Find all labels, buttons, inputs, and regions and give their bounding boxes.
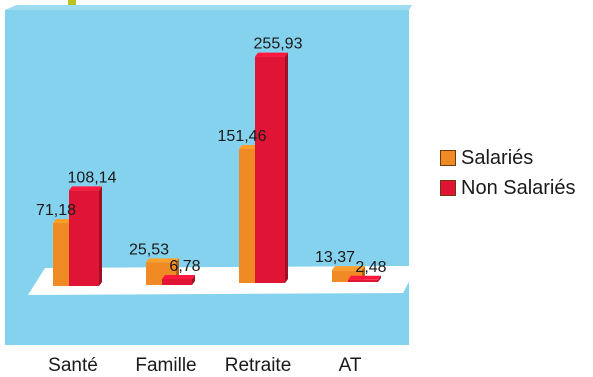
legend-swatch-salaries xyxy=(440,150,456,166)
category-label-0: Santé xyxy=(48,355,98,376)
category-label-3: AT xyxy=(339,355,362,376)
data-label-1-1: 6,78 xyxy=(169,258,200,275)
data-label-3-0: 13,37 xyxy=(315,249,355,266)
data-label-3-1: 2,48 xyxy=(355,259,386,276)
legend-swatch-non-salaries xyxy=(440,180,456,196)
legend-label-salaries: Salariés xyxy=(461,146,534,169)
legend-item-non-salaries: Non Salariés xyxy=(440,173,576,203)
plot-frame-top xyxy=(5,5,412,10)
legend-label-non-salaries: Non Salariés xyxy=(461,176,576,199)
data-label-1-0: 25,53 xyxy=(129,241,169,258)
legend-item-salaries: Salariés xyxy=(440,143,576,173)
bar-1-1 xyxy=(162,275,195,285)
accent-bar xyxy=(68,0,76,5)
bar-3-0 xyxy=(332,266,365,282)
data-label-2-1: 255,93 xyxy=(254,36,303,53)
chart-floor xyxy=(28,266,413,295)
bar-3-1 xyxy=(348,275,381,282)
category-label-1: Famille xyxy=(135,355,196,376)
data-label-0-1: 108,14 xyxy=(68,169,117,186)
bar-0-1 xyxy=(69,186,102,286)
category-label-2: Retraite xyxy=(225,355,292,376)
data-label-0-0: 71,18 xyxy=(36,202,76,219)
data-label-2-0: 151,46 xyxy=(218,128,267,145)
legend: Salariés Non Salariés xyxy=(440,143,576,203)
bar-2-1 xyxy=(255,52,288,283)
